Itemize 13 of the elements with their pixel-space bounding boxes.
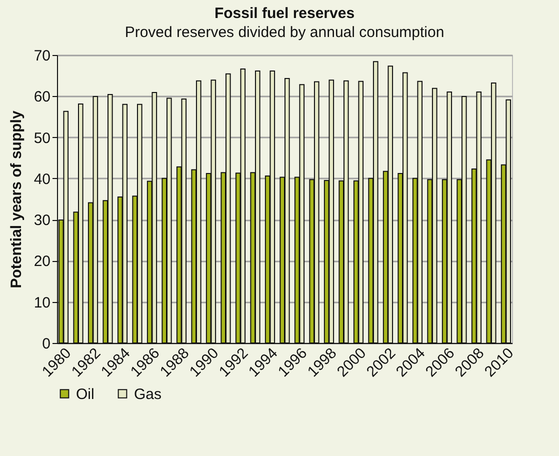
legend-label: Gas <box>134 386 162 403</box>
y-tick-label: 70 <box>34 48 50 64</box>
y-tick-label: 20 <box>34 253 50 270</box>
chart-title: Fossil fuel reserves <box>214 5 355 22</box>
legend-label: Oil <box>76 386 94 403</box>
y-tick-label: 60 <box>34 88 50 106</box>
y-tick-label: 40 <box>34 170 50 188</box>
y-tick-label: 30 <box>34 212 50 230</box>
y-axis-title: Potential years of supply <box>8 110 25 288</box>
y-tick-label: 10 <box>34 294 50 312</box>
y-tick-label: 0 <box>42 336 50 352</box>
y-tick-label: 50 <box>34 130 50 147</box>
chart-subtitle: Proved reserves divided by annual consumption <box>124 24 444 41</box>
